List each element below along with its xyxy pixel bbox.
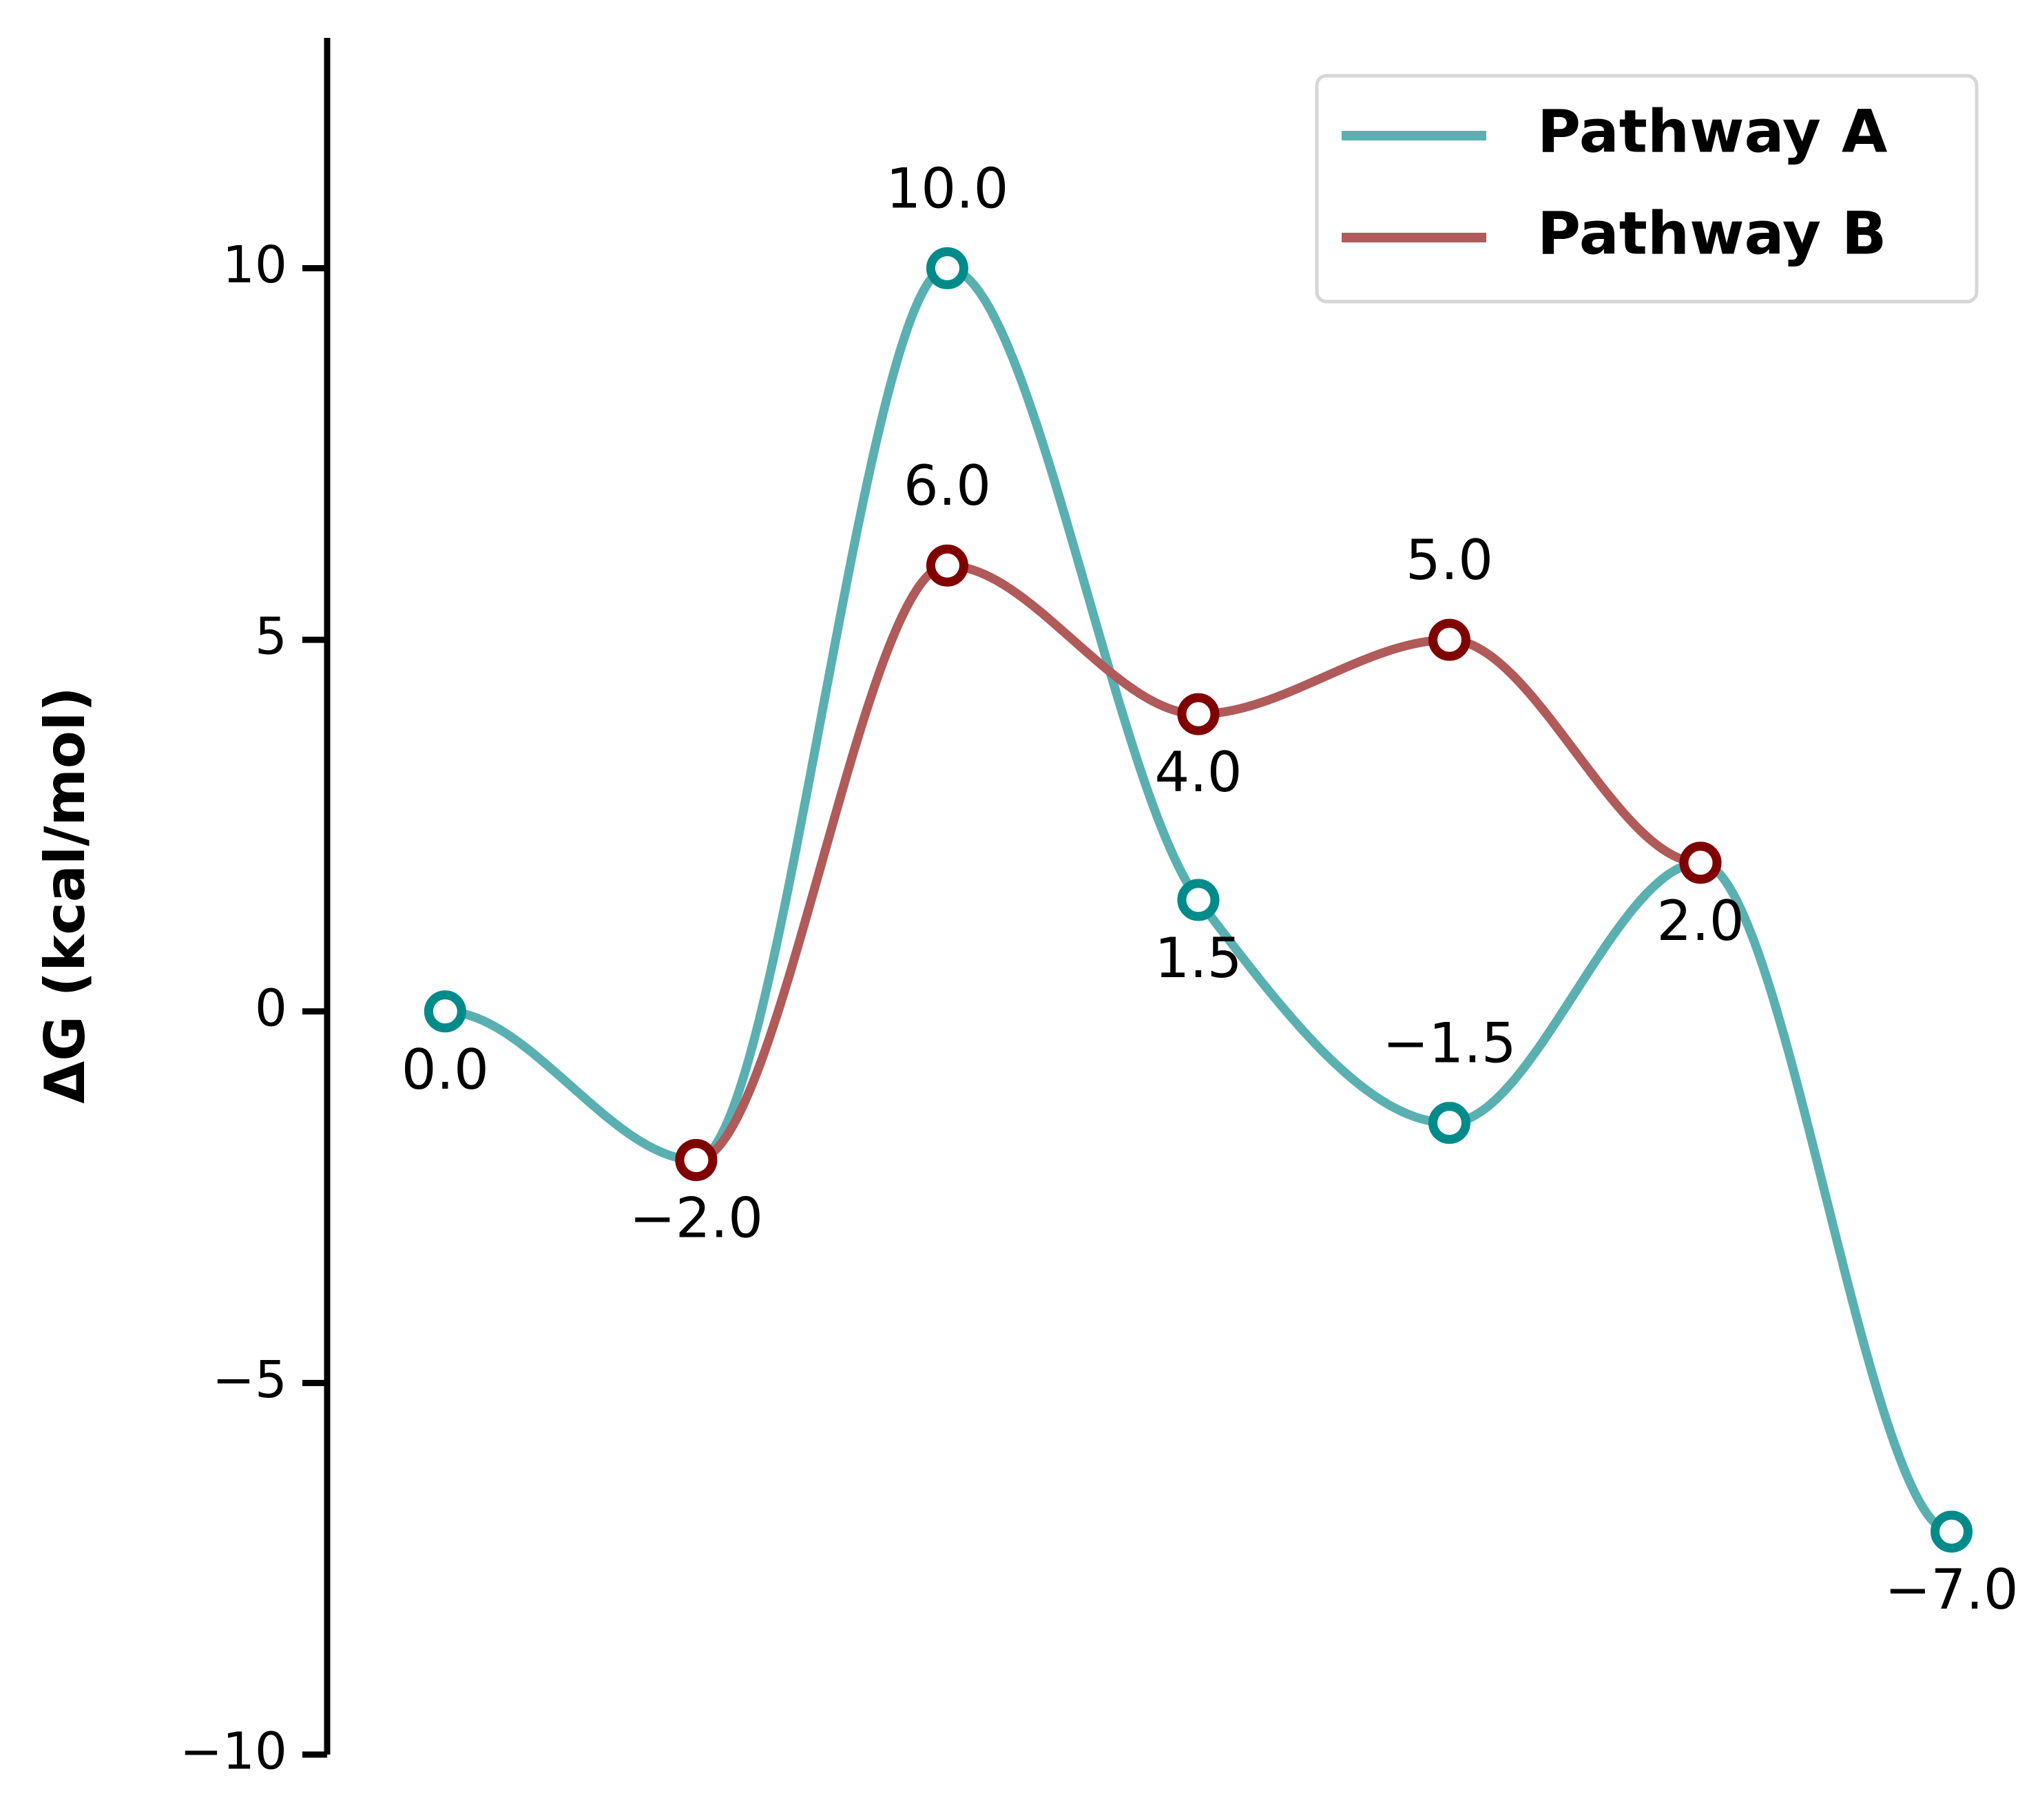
data-point [424,990,466,1033]
data-point [1679,841,1722,884]
data-label: 10.0 [886,157,1008,221]
y-tick-label: 5 [255,607,287,667]
data-point [926,247,968,290]
data-label: −7.0 [1884,1558,2018,1622]
legend: Pathway A Pathway B [1315,74,1979,304]
y-tick-label: 0 [255,979,287,1038]
data-label: 4.0 [1154,740,1242,804]
y-axis-title: ΔG (kcal/mol) [33,687,97,1104]
data-labels: 0.0 −2.0 10.0 1.5 −1.5 2.0 −7.0 6.0 4.0 5.0 [402,157,2019,1622]
data-point [1931,1510,1973,1553]
data-point [926,544,968,587]
y-axis: 10 5 0 −5 −10 [180,38,331,1781]
data-point [1428,618,1470,661]
data-label: −1.5 [1382,1012,1516,1076]
data-point [1177,693,1220,735]
data-label: 6.0 [904,454,991,518]
data-label: −2.0 [629,1186,763,1251]
y-tick-label: −5 [212,1350,287,1410]
series-layer [424,247,1973,1553]
y-tick-label: 10 [222,236,287,295]
series-line-pathway-a [440,264,1957,1536]
data-point [1177,879,1220,921]
series-line-pathway-b [691,561,1705,1165]
data-label: 1.5 [1154,926,1242,990]
data-label: 0.0 [402,1038,489,1102]
data-point [1428,1102,1470,1144]
legend-label: Pathway A [1537,97,1888,166]
data-label: 2.0 [1656,889,1744,953]
legend-label: Pathway B [1537,199,1886,268]
data-point [675,1139,718,1182]
data-label: 5.0 [1406,528,1493,592]
y-tick-label: −10 [180,1722,287,1781]
